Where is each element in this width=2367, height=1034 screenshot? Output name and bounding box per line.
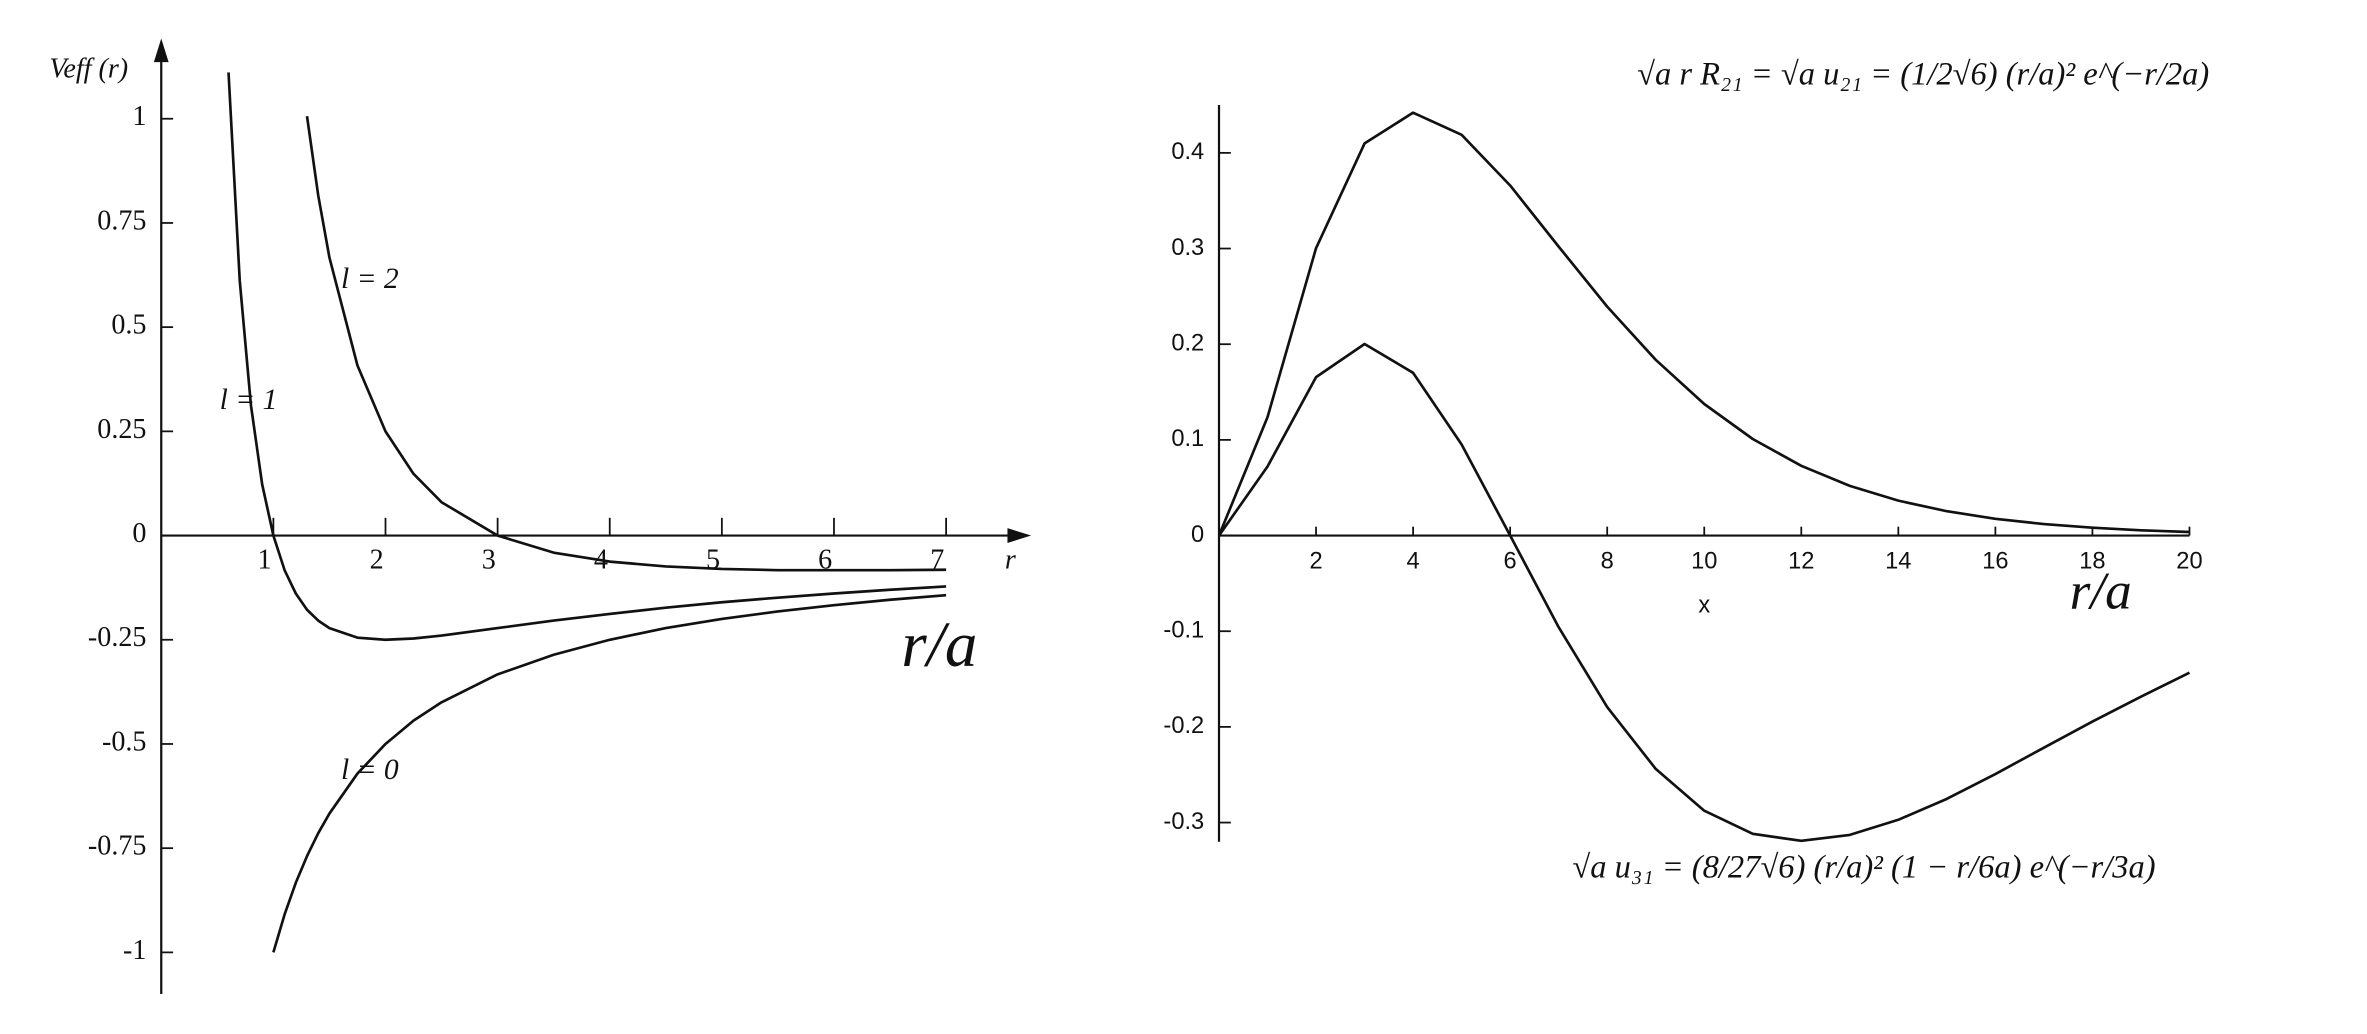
y-tick-label: 0.75 [97, 205, 146, 236]
x-tick-label: 6 [1504, 548, 1517, 574]
curve [305, 116, 947, 572]
x-tick-label: 7 [930, 545, 944, 576]
y-axis-label: Veff (r) [49, 53, 128, 84]
curve [1217, 111, 2190, 537]
x-tick-label: 18 [2079, 548, 2105, 574]
y-tick-label: -0.2 [1163, 713, 1204, 739]
x-tick-label: 6 [818, 545, 832, 576]
x-tick-label: 16 [1982, 548, 2008, 574]
curve [1217, 342, 2191, 843]
x-tick-label: 2 [1309, 548, 1322, 574]
y-tick-label: -0.5 [102, 726, 146, 757]
y-tick-label: 0 [132, 518, 146, 549]
y-tick-label: 0 [1191, 522, 1204, 548]
y-tick-label: 0.2 [1171, 330, 1204, 356]
x-tick-label: 20 [2176, 548, 2202, 574]
y-tick-label: 0.3 [1171, 235, 1204, 261]
y-tick-label: -1 [123, 935, 146, 966]
x-axis-arrow [1007, 528, 1032, 543]
x-tick-label: 4 [1407, 548, 1420, 574]
annotation: r/a [901, 609, 977, 681]
y-tick-label: -0.25 [88, 622, 147, 653]
x-tick-label: 3 [482, 545, 496, 576]
curve [272, 593, 947, 953]
y-tick-label: -0.75 [88, 831, 147, 862]
annotation: r/a [2070, 561, 2132, 620]
x-tick-label: 10 [1691, 548, 1717, 574]
x-tick-label: 12 [1788, 548, 1814, 574]
annotation: l = 2 [341, 263, 399, 295]
x-axis-label: r [1005, 545, 1017, 576]
y-tick-label: 0.4 [1171, 139, 1204, 165]
y-tick-label: -0.3 [1163, 809, 1204, 835]
x-tick-label: 1 [257, 545, 271, 576]
x-axis-label: x [1698, 593, 1710, 619]
annotation: √a r R₂₁ = √a u₂₁ = (1/2√6) (r/a)² e^(−r… [1637, 56, 2209, 92]
y-axis-arrow [153, 38, 169, 63]
y-tick-label: 0.25 [97, 414, 146, 445]
y-tick-label: 1 [132, 101, 146, 132]
y-tick-label: -0.1 [1163, 617, 1204, 643]
x-tick-label: 8 [1601, 548, 1614, 574]
chart-panel: -0.3 -0.2 -0.1 0 0.1 0.2 0.3 0.4 2 4 6 8 10 12 14 16 18 2… [1163, 56, 2209, 885]
annotation: l = 0 [341, 754, 399, 786]
x-tick-label: 5 [706, 545, 720, 576]
x-tick-label: 14 [1885, 548, 1911, 574]
curve [227, 72, 947, 642]
y-tick-label: 0.1 [1171, 426, 1204, 452]
annotation: l = 1 [220, 384, 278, 416]
y-tick-label: 0.5 [111, 310, 146, 341]
x-tick-label: 2 [370, 545, 384, 576]
annotation: √a u₃₁ = (8/27√6) (r/a)² (1 − r/6a) e^(−… [1572, 849, 2155, 885]
